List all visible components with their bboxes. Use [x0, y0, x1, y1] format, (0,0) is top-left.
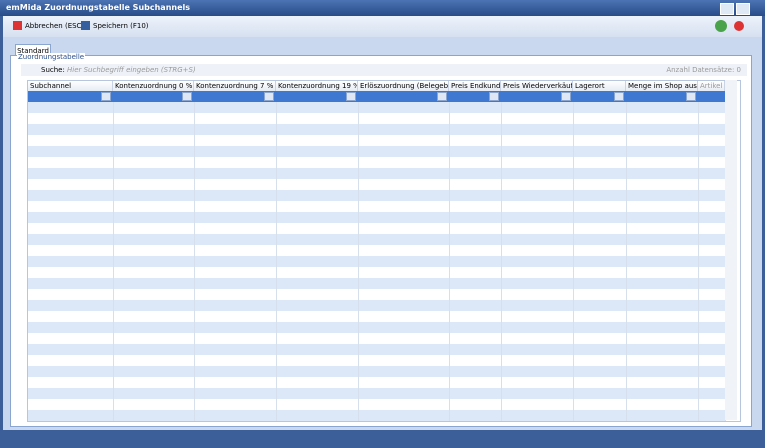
column-line [358, 102, 359, 421]
filter-row [28, 91, 725, 102]
grid-row [28, 102, 725, 113]
column-line [698, 102, 699, 421]
filter-dropdown[interactable] [101, 92, 111, 101]
grid-row [28, 344, 725, 355]
grid-row [28, 168, 725, 179]
save-button[interactable]: Speichern (F10) [81, 21, 149, 30]
close-button[interactable] [734, 21, 744, 31]
column-line [501, 102, 502, 421]
column-header[interactable]: Preis Endkunde [449, 81, 501, 91]
close-window-button[interactable] [736, 3, 750, 15]
column-line [276, 102, 277, 421]
grid-row [28, 377, 725, 388]
title-bar: emMida Zuordnungstabelle Subchannels [0, 0, 765, 16]
column-header[interactable]: Artikel [698, 81, 725, 91]
filter-dropdown[interactable] [686, 92, 696, 101]
column-line [113, 102, 114, 421]
grid-row [28, 322, 725, 333]
grid-row [28, 399, 725, 410]
grid-row [28, 212, 725, 223]
grid-row [28, 267, 725, 278]
grid-row [28, 190, 725, 201]
column-line [573, 102, 574, 421]
column-line [449, 102, 450, 421]
cancel-label: Abbrechen (ESC) [25, 21, 85, 30]
grid-row [28, 256, 725, 267]
grid-row [28, 234, 725, 245]
grid-row [28, 157, 725, 168]
grid-row [28, 410, 725, 421]
column-header[interactable]: Kontenzuordnung 0 % [113, 81, 194, 91]
filter-dropdown[interactable] [561, 92, 571, 101]
grid-row [28, 245, 725, 256]
grid-row [28, 146, 725, 157]
search-input[interactable]: Hier Suchbegriff eingeben (STRG+S) [67, 66, 196, 74]
grid: Subchannel Kontenzuordnung 0 % Kontenzuord… [27, 80, 741, 422]
scrollbar [725, 80, 737, 420]
column-header[interactable]: Lagerort [573, 81, 626, 91]
column-header[interactable]: Subchannel [28, 81, 113, 91]
filter-dropdown[interactable] [264, 92, 274, 101]
panel: Zuordnungstabelle Suche: Hier Suchbegrif… [10, 53, 752, 427]
column-header[interactable]: Erlöszuordnung (Belegebene) [358, 81, 449, 91]
grid-row [28, 179, 725, 190]
grid-row [28, 278, 725, 289]
grid-row [28, 289, 725, 300]
search-label: Suche: [41, 66, 65, 74]
column-line [194, 102, 195, 421]
column-line [626, 102, 627, 421]
grid-row [28, 223, 725, 234]
grid-row [28, 124, 725, 135]
column-header[interactable]: Kontenzuordnung 7 % [194, 81, 276, 91]
grid-row [28, 135, 725, 146]
grid-row [28, 311, 725, 322]
grid-row [28, 355, 725, 366]
filter-dropdown[interactable] [489, 92, 499, 101]
column-header[interactable]: Menge im Shop aus [626, 81, 698, 91]
filter-dropdown[interactable] [437, 92, 447, 101]
cancel-button[interactable]: Abbrechen (ESC) [13, 21, 84, 30]
toolbar: Abbrechen (ESC) Speichern (F10) [3, 16, 762, 37]
grid-row [28, 113, 725, 124]
record-count: Anzahl Datensätze: 0 [666, 66, 741, 74]
filter-dropdown[interactable] [614, 92, 624, 101]
grid-row [28, 201, 725, 212]
save-label: Speichern (F10) [93, 21, 149, 30]
restore-button[interactable] [720, 3, 734, 15]
group-title: Zuordnungstabelle [17, 53, 86, 61]
column-header[interactable]: Preis Wiederverkäufer [501, 81, 573, 91]
column-header[interactable]: Kontenzuordnung 19 % [276, 81, 358, 91]
grid-row [28, 388, 725, 399]
grid-row [28, 333, 725, 344]
search-bar: Suche: Hier Suchbegriff eingeben (STRG+S… [21, 64, 747, 76]
filter-dropdown[interactable] [182, 92, 192, 101]
filter-dropdown[interactable] [346, 92, 356, 101]
window-title: emMida Zuordnungstabelle Subchannels [6, 3, 191, 12]
grid-row [28, 300, 725, 311]
grid-row [28, 366, 725, 377]
refresh-button[interactable] [715, 20, 727, 32]
